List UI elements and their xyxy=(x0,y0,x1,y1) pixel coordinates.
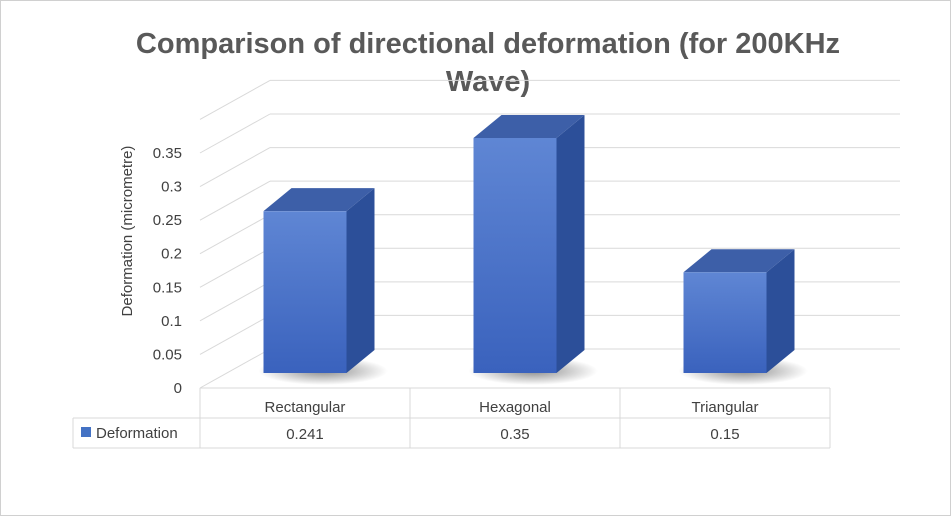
y-axis-title: Deformation (micrometre) xyxy=(119,146,136,317)
y-tick-label: 0 xyxy=(174,380,182,397)
chart-title-line-1: Comparison of directional deformation (f… xyxy=(136,28,840,60)
bar-triangular xyxy=(683,249,795,373)
data-table: Deformation Rectangular 0.241 Hexagonal 0.35… xyxy=(72,387,831,449)
y-tick-label: 0.1 xyxy=(161,313,182,330)
gridline-diagonal xyxy=(199,281,271,322)
category-label: Rectangular xyxy=(265,399,346,416)
bar-rectangular xyxy=(263,188,375,373)
gridline-diagonal xyxy=(199,180,271,221)
bar-hexagonal xyxy=(473,115,585,373)
bars xyxy=(263,115,795,373)
y-tick-label: 0.35 xyxy=(153,145,182,162)
gridline-diagonal xyxy=(199,247,271,288)
bar-top-face xyxy=(473,115,585,138)
data-value-label: 0.241 xyxy=(286,426,324,443)
bar-top-face xyxy=(263,188,375,212)
bar-top-face xyxy=(683,249,795,273)
y-tick-label: 0.2 xyxy=(161,246,182,263)
data-value-label: 0.15 xyxy=(710,426,739,443)
legend-swatch xyxy=(81,427,91,437)
gridline-diagonal xyxy=(199,348,271,389)
bar-front-face xyxy=(473,138,557,373)
gridline-diagonal xyxy=(199,314,271,355)
y-tick-labels: 0 0.05 0.1 0.15 0.2 0.25 0.3 0.35 xyxy=(153,145,182,397)
y-tick-label: 0.25 xyxy=(153,212,182,229)
y-tick-label: 0.3 xyxy=(161,179,182,196)
data-value-label: 0.35 xyxy=(500,426,529,443)
grid-layer xyxy=(199,79,900,389)
bar-front-face xyxy=(683,272,767,373)
legend-series-name: Deformation xyxy=(96,425,178,442)
category-label: Triangular xyxy=(692,399,759,416)
gridline-diagonal xyxy=(199,79,271,120)
bar-front-face xyxy=(263,211,347,373)
y-tick-label: 0.15 xyxy=(153,279,182,296)
bar-side-face xyxy=(346,188,375,373)
chart-title-line-2: Wave) xyxy=(446,66,530,98)
gridline-diagonal xyxy=(199,214,271,255)
bar-side-face xyxy=(556,115,585,373)
y-tick-label: 0.05 xyxy=(153,346,182,363)
gridline-diagonal xyxy=(199,147,271,188)
gridline-diagonal xyxy=(199,113,271,154)
bar-side-face xyxy=(766,249,795,373)
category-label: Hexagonal xyxy=(479,399,551,416)
